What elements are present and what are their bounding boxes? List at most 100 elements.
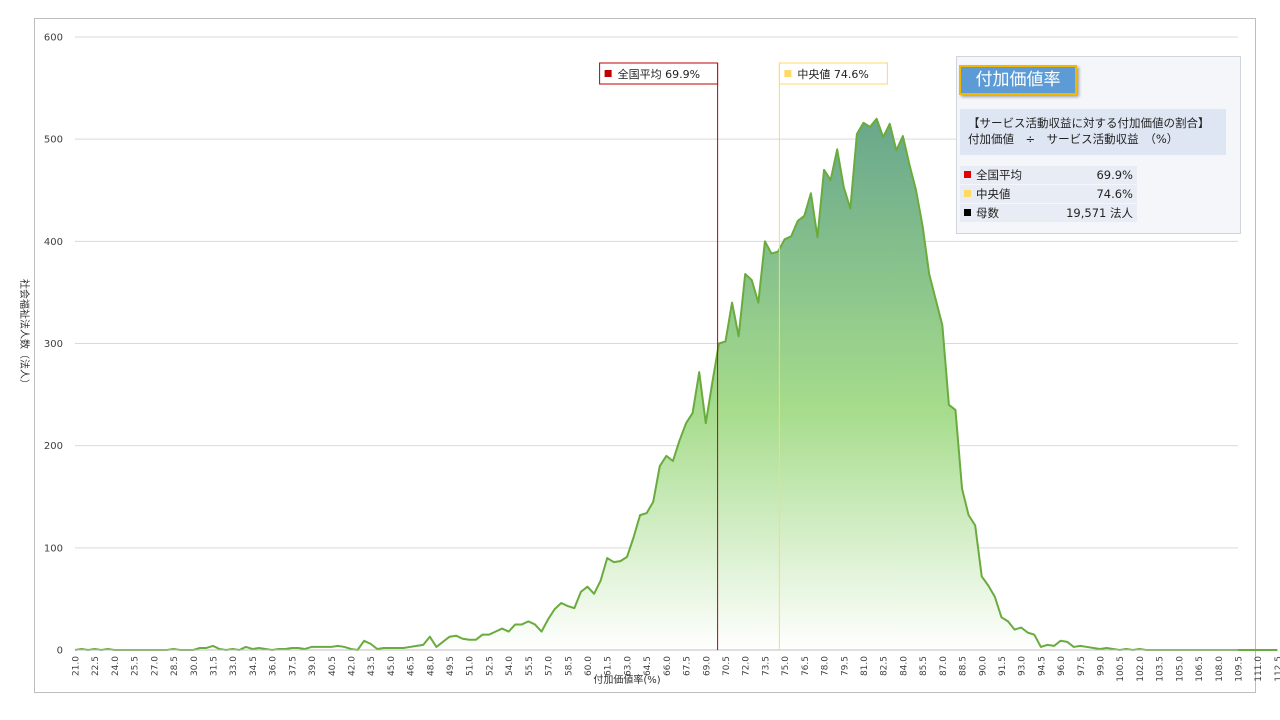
x-tick-label: 105.0 — [1175, 656, 1185, 682]
stats-row-average: 全国平均 69.9% — [960, 166, 1137, 184]
stats-row-count: 母数 19,571 法人 — [960, 204, 1137, 222]
x-tick-label: 31.5 — [209, 656, 219, 676]
x-tick-label: 21.0 — [72, 656, 82, 676]
x-tick-label: 30.0 — [190, 656, 200, 676]
x-tick-label: 37.5 — [288, 656, 298, 676]
x-tick-label: 63.0 — [623, 656, 633, 676]
x-tick-label: 33.0 — [229, 656, 239, 676]
x-tick-label: 72.0 — [742, 656, 752, 676]
y-tick-label: 600 — [44, 33, 63, 44]
stats-row-median: 中央値 74.6% — [960, 185, 1137, 203]
x-tick-label: 112.5 — [1274, 656, 1280, 682]
x-tick-label: 75.0 — [781, 656, 791, 676]
area-fill — [75, 118, 1278, 651]
average-swatch-icon — [964, 171, 971, 178]
stats-label: 全国平均 — [976, 168, 1022, 182]
x-axis-title: 付加価値率(%) — [593, 673, 660, 686]
info-panel: 付加価値率 【サービス活動収益に対する付加価値の割合】 付加価値 ÷ サービス活… — [956, 56, 1241, 234]
x-tick-label: 67.5 — [683, 656, 693, 676]
x-tick-label: 25.5 — [131, 656, 141, 676]
x-tick-label: 34.5 — [249, 656, 259, 676]
x-tick-label: 69.0 — [702, 656, 712, 676]
marker-swatch — [784, 70, 792, 77]
y-tick-label: 200 — [44, 441, 63, 452]
stats-value: 69.9% — [1036, 166, 1137, 184]
stats-label: 中央値 — [976, 187, 1011, 201]
stats-value: 74.6% — [1036, 185, 1137, 203]
x-tick-label: 100.5 — [1116, 656, 1126, 682]
x-tick-label: 24.0 — [111, 656, 121, 676]
x-tick-label: 28.5 — [170, 656, 180, 676]
x-tick-label: 36.0 — [269, 656, 279, 676]
x-tick-label: 52.5 — [485, 656, 495, 676]
y-tick-label: 300 — [44, 339, 63, 350]
axes: 21.0 22.5 24.0 25.5 27.0 28.5 30.0 31.5 33.0 34.5… — [72, 649, 1280, 682]
area-series — [74, 117, 1278, 651]
x-tick-label: 43.5 — [367, 656, 377, 676]
y-tick-label: 500 — [44, 135, 63, 146]
x-tick-label: 96.0 — [1057, 656, 1067, 676]
stats-label: 母数 — [976, 206, 999, 220]
y-axis-title: 社会福祉法人数（法人） — [18, 279, 31, 389]
x-tick-label: 94.5 — [1037, 656, 1047, 676]
x-tick-label: 66.0 — [663, 656, 673, 676]
x-tick-label: 45.0 — [387, 656, 397, 676]
x-tick-label: 64.5 — [643, 656, 653, 676]
x-tick-label: 87.0 — [939, 656, 949, 676]
y-tick-label: 0 — [57, 646, 63, 657]
x-tick-label: 46.5 — [407, 656, 417, 676]
x-tick-label: 111.0 — [1254, 656, 1264, 682]
x-tick-label: 106.5 — [1195, 656, 1205, 682]
x-tick-label: 54.0 — [505, 656, 515, 676]
median-swatch-icon — [964, 190, 971, 197]
x-tick-label: 58.5 — [564, 656, 574, 676]
x-tick-label: 39.0 — [308, 656, 318, 676]
info-panel-title: 付加価値率 — [959, 65, 1077, 95]
x-tick-label: 57.0 — [545, 656, 555, 676]
marker-swatch — [604, 70, 612, 77]
x-tick-label: 40.5 — [328, 656, 338, 676]
x-tick-label: 84.0 — [899, 656, 909, 676]
marker-label-box — [778, 62, 888, 85]
series-line — [74, 117, 1278, 651]
stats-value: 19,571 法人 — [1036, 204, 1137, 222]
x-tick-label: 85.5 — [919, 656, 929, 676]
x-tick-label: 97.5 — [1077, 656, 1087, 676]
x-tick-label: 22.5 — [91, 656, 101, 676]
x-tick-label: 79.5 — [840, 656, 850, 676]
x-tick-label: 103.5 — [1156, 656, 1166, 682]
chart-canvas: 0 100 200 300 400 500 600 21.0 22.5 24.0 25.5 27.0… — [18, 33, 1280, 687]
x-tick-label: 102.0 — [1136, 656, 1146, 682]
y-tick-label: 100 — [44, 543, 63, 554]
marker-label-box — [599, 62, 719, 85]
x-tick-label: 73.5 — [761, 656, 771, 676]
x-tick-label: 70.5 — [722, 656, 732, 676]
x-tick-label: 90.0 — [978, 656, 988, 676]
x-tick-label: 109.5 — [1235, 656, 1245, 682]
x-tick-label: 55.5 — [525, 656, 535, 676]
marker-label: 中央値 74.6% — [797, 68, 868, 81]
reference-markers: 全国平均 69.9% 中央値 74.6% — [599, 62, 888, 650]
description-line-2: 付加価値 ÷ サービス活動収益 （%） — [968, 132, 1179, 146]
x-tick-label: 99.0 — [1097, 656, 1107, 676]
x-tick-label: 61.5 — [604, 656, 614, 676]
y-tick-label: 400 — [44, 237, 63, 248]
x-tick-label: 82.5 — [880, 656, 890, 676]
stats-table: 全国平均 69.9% 中央値 74.6% 母数 19,571 法人 — [960, 165, 1137, 223]
description-line-1: 【サービス活動収益に対する付加価値の割合】 — [968, 116, 1210, 130]
x-tick-label: 91.5 — [998, 656, 1008, 676]
x-tick-label: 88.5 — [959, 656, 969, 676]
x-tick-label: 49.5 — [446, 656, 456, 676]
x-tick-label: 48.0 — [426, 656, 436, 676]
x-tick-label: 93.0 — [1018, 656, 1028, 676]
x-tick-label: 78.0 — [821, 656, 831, 676]
x-tick-label: 108.0 — [1215, 656, 1225, 682]
x-tick-label: 76.5 — [801, 656, 811, 676]
info-panel-description: 【サービス活動収益に対する付加価値の割合】 付加価値 ÷ サービス活動収益 （%… — [960, 109, 1226, 155]
x-tick-label: 60.0 — [584, 656, 594, 676]
x-tick-label: 51.0 — [466, 656, 476, 676]
x-tick-label: 42.0 — [347, 656, 357, 676]
x-tick-label: 27.0 — [150, 656, 160, 676]
count-swatch-icon — [964, 209, 971, 216]
x-tick-label: 81.0 — [860, 656, 870, 676]
